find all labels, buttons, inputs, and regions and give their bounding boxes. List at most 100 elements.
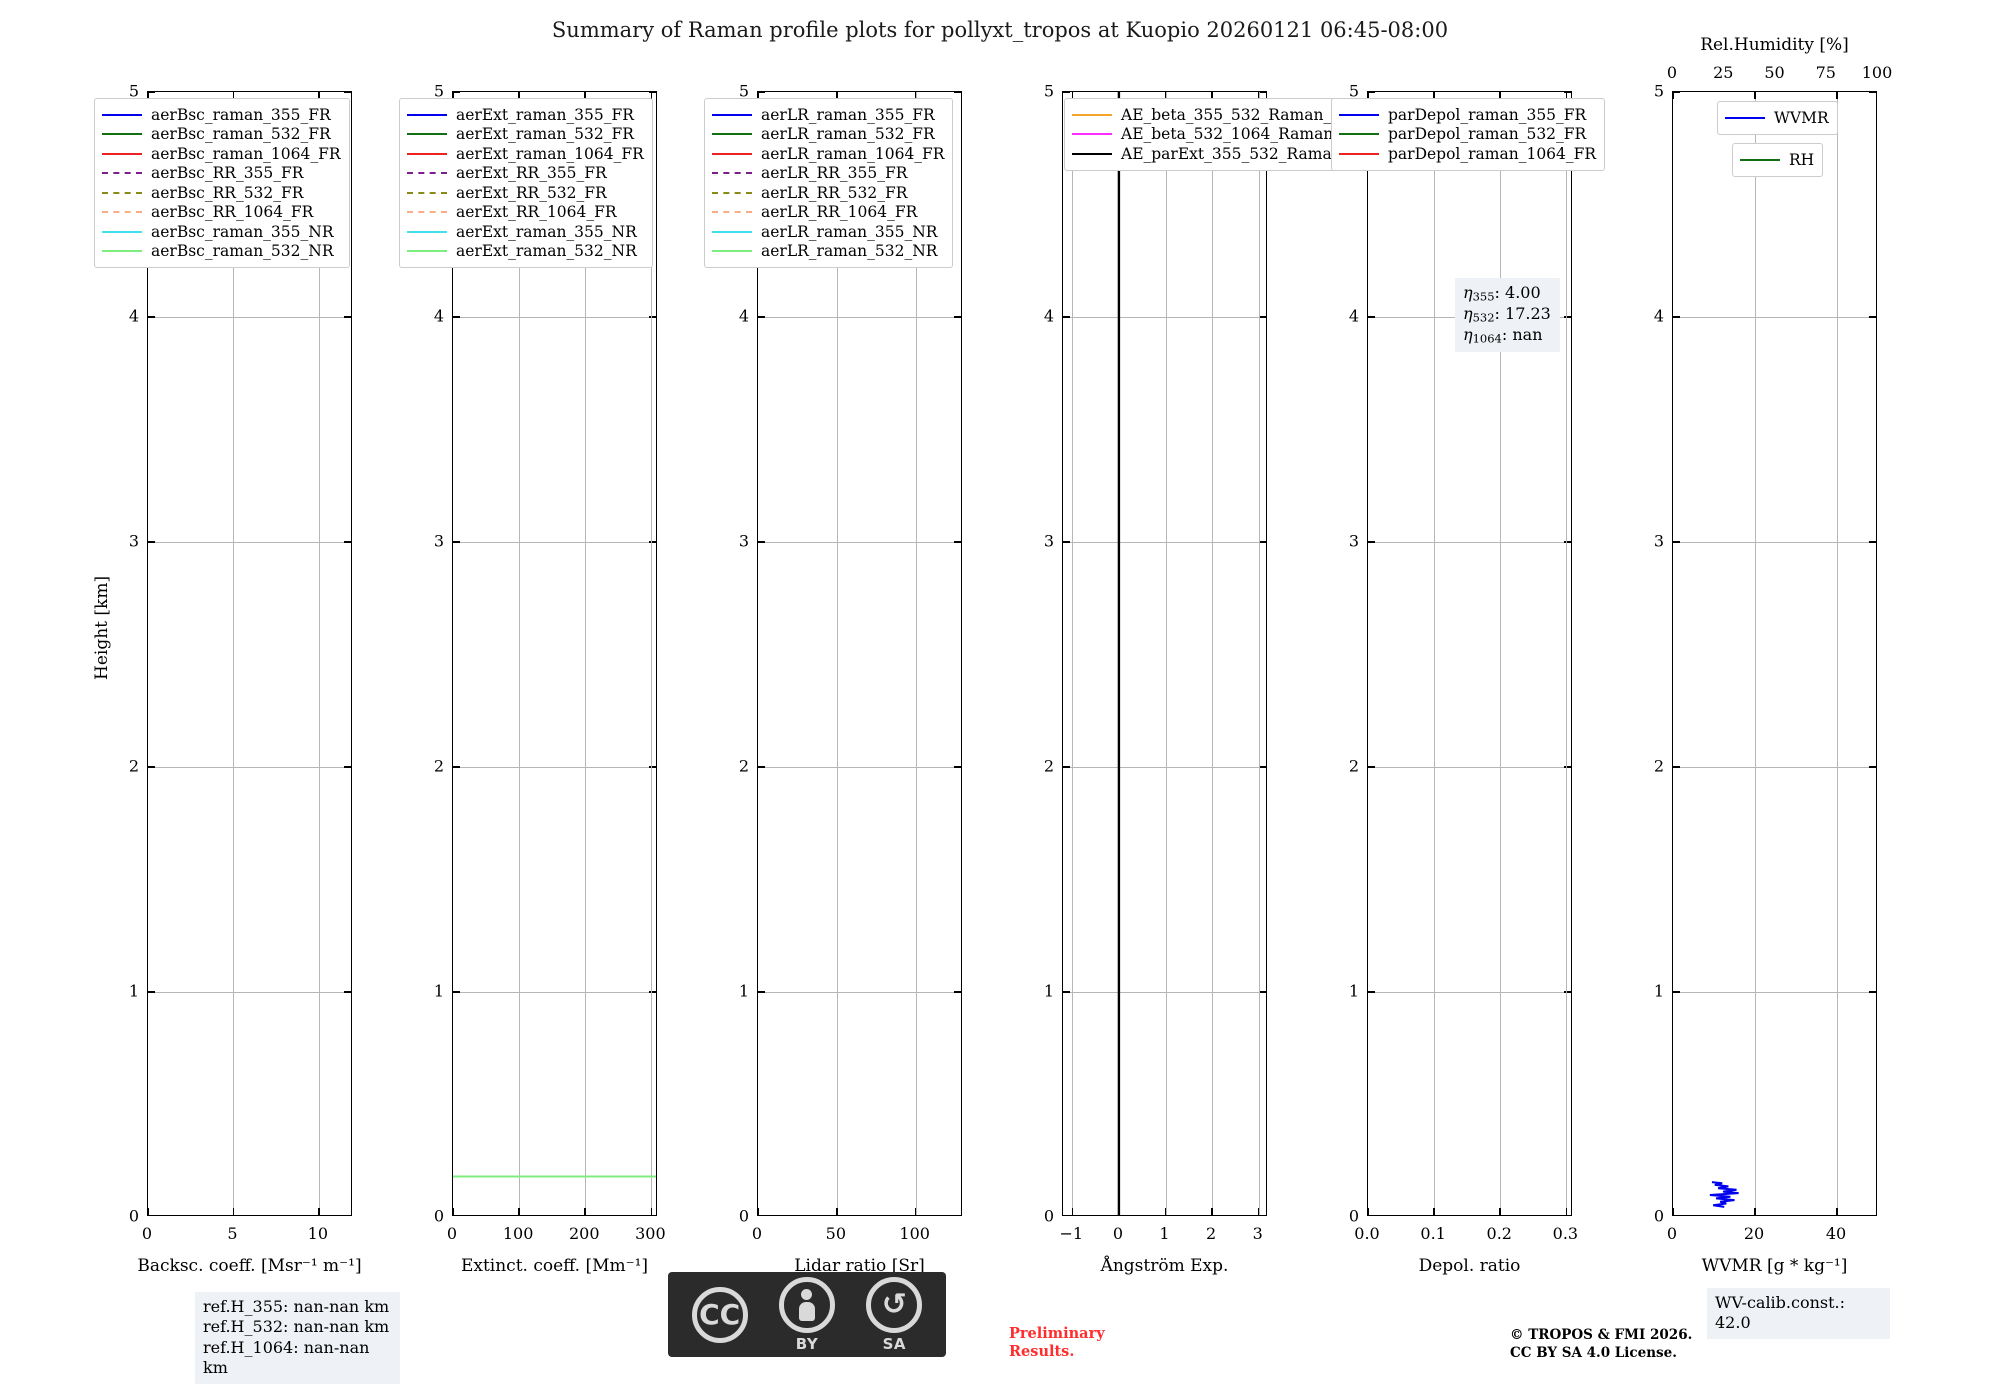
legend-backscatter[interactable]: aerBsc_raman_355_FR aerBsc_raman_532_FR ae… xyxy=(94,98,350,268)
x-axis-tick xyxy=(1164,92,1167,99)
legend-item[interactable]: aerExt_RR_1064_FR xyxy=(407,203,644,223)
legend-extinction[interactable]: aerExt_raman_355_FR aerExt_raman_532_FR ae… xyxy=(399,98,653,268)
legend-item[interactable]: aerLR_raman_1064_FR xyxy=(712,144,944,164)
x-axis-tick xyxy=(1164,1208,1167,1215)
y-axis-tick xyxy=(344,766,351,768)
y-axis-tick xyxy=(1673,92,1680,93)
plot-panel-lidar-ratio xyxy=(757,91,962,1216)
ref-height-355: ref.H_355: nan-nan km xyxy=(203,1297,390,1316)
gridline-horizontal xyxy=(1063,992,1266,993)
copyright-note: © TROPOS & FMI 2026. CC BY SA 4.0 Licens… xyxy=(1510,1327,1692,1362)
legend-item-label: aerLR_raman_1064_FR xyxy=(761,144,945,163)
legend-item[interactable]: aerLR_raman_532_NR xyxy=(712,242,944,262)
legend-color-swatch xyxy=(1725,112,1765,124)
top-x-tick-label: 50 xyxy=(1764,63,1785,82)
legend-item[interactable]: aerBsc_raman_1064_FR xyxy=(102,144,341,164)
x-axis-tick xyxy=(1433,92,1435,99)
x-axis-tick xyxy=(1368,92,1369,99)
x-axis-tick xyxy=(914,92,917,99)
legend-item[interactable]: aerLR_raman_355_FR xyxy=(712,105,944,125)
legend-item[interactable]: parDepol_raman_532_FR xyxy=(1339,125,1596,145)
legend-item[interactable]: aerLR_RR_532_FR xyxy=(712,183,944,203)
legend-item-label: aerBsc_raman_355_NR xyxy=(151,222,334,241)
x-axis-tick xyxy=(584,1208,587,1215)
y-axis-tick xyxy=(1564,316,1571,318)
x-axis-tick xyxy=(1071,92,1074,99)
legend-item-label: aerExt_raman_1064_FR xyxy=(456,144,644,163)
legend-item-label: aerBsc_raman_1064_FR xyxy=(151,144,341,163)
creative-commons-badge[interactable]: CC BY ↺ SA xyxy=(668,1272,946,1357)
data-curve-WVMR xyxy=(1709,1181,1739,1208)
plot-panel-wvmr xyxy=(1672,91,1877,1216)
legend-depol-ratio[interactable]: parDepol_raman_355_FR parDepol_raman_532_… xyxy=(1331,98,1606,171)
y-axis-tick xyxy=(649,766,656,768)
gridline-horizontal xyxy=(1063,542,1266,543)
legend-item[interactable]: aerBsc_raman_532_NR xyxy=(102,242,341,262)
legend-item[interactable]: aerExt_raman_1064_FR xyxy=(407,144,644,164)
legend-item[interactable]: aerExt_raman_355_FR xyxy=(407,105,644,125)
y-tick-label: 3 xyxy=(738,531,749,551)
legend-item[interactable]: parDepol_raman_1064_FR xyxy=(1339,144,1596,164)
cc-by-item: BY xyxy=(778,1276,835,1353)
legend-item[interactable]: aerBsc_raman_355_FR xyxy=(102,105,341,125)
legend-item-label: AE_beta_532_1064_Raman_FR xyxy=(1121,125,1364,144)
gridline-vertical xyxy=(233,92,235,1215)
gridline-horizontal xyxy=(758,992,961,993)
legend-lidar-ratio[interactable]: aerLR_raman_355_FR aerLR_raman_532_FR aerL… xyxy=(704,98,954,268)
legend-item[interactable]: aerLR_raman_355_NR xyxy=(712,222,944,242)
legend-item-label: aerExt_RR_532_FR xyxy=(456,183,607,202)
legend-item[interactable]: aerBsc_RR_355_FR xyxy=(102,164,341,184)
legend-item[interactable]: aerBsc_raman_355_NR xyxy=(102,222,341,242)
y-axis-tick xyxy=(1259,92,1266,93)
x-axis-tick xyxy=(1211,1208,1213,1215)
legend-item[interactable]: WVMR xyxy=(1725,108,1829,128)
y-tick-label: 2 xyxy=(738,756,749,776)
legend-item-label: RH xyxy=(1789,150,1815,169)
legend-item[interactable]: aerBsc_RR_1064_FR xyxy=(102,203,341,223)
legend-item[interactable]: aerExt_raman_532_FR xyxy=(407,125,644,145)
legend-item[interactable]: aerExt_raman_355_NR xyxy=(407,222,644,242)
y-axis-tick xyxy=(344,991,351,993)
legend-item[interactable]: AE_beta_355_532_Raman_FR xyxy=(1072,105,1372,125)
legend-item[interactable]: aerExt_RR_532_FR xyxy=(407,183,644,203)
legend-item-label: AE_beta_355_532_Raman_FR xyxy=(1121,105,1354,124)
y-axis-tick xyxy=(1673,541,1680,543)
legend-color-swatch xyxy=(102,187,142,199)
gridline-vertical xyxy=(519,92,521,1215)
legend-item[interactable]: aerLR_raman_532_FR xyxy=(712,125,944,145)
x-axis-tick xyxy=(1565,92,1568,99)
legend-item[interactable]: aerBsc_RR_532_FR xyxy=(102,183,341,203)
legend-color-swatch xyxy=(102,226,142,238)
legend-item[interactable]: AE_beta_532_1064_Raman_FR xyxy=(1072,125,1372,145)
x-axis-tick xyxy=(1673,92,1674,99)
legend-item[interactable]: aerExt_RR_355_FR xyxy=(407,164,644,184)
x-axis-label-wvmr: WVMR [g * kg⁻¹] xyxy=(1701,1256,1848,1276)
legend-color-swatch xyxy=(1339,109,1379,121)
y-tick-label: 1 xyxy=(1653,981,1664,1001)
y-axis-tick xyxy=(344,316,351,318)
legend-item[interactable]: aerBsc_raman_532_FR xyxy=(102,125,341,145)
legend-item[interactable]: AE_parExt_355_532_Raman_FR xyxy=(1072,144,1372,164)
plot-panel-extinction xyxy=(452,91,657,1216)
legend-item[interactable]: aerLR_RR_355_FR xyxy=(712,164,944,184)
legend-item-label: aerExt_raman_532_FR xyxy=(456,125,634,144)
x-tick-label: 0 xyxy=(1666,1224,1678,1243)
plot-area-extinction xyxy=(452,91,657,1216)
legend-color-swatch xyxy=(102,245,142,257)
legend-item[interactable]: aerLR_RR_1064_FR xyxy=(712,203,944,223)
x-tick-label: 100 xyxy=(502,1224,534,1243)
gridline-vertical xyxy=(1500,92,1502,1215)
y-tick-label: 4 xyxy=(1043,306,1054,326)
page-title: Summary of Raman profile plots for polly… xyxy=(551,18,1449,42)
x-tick-label: 50 xyxy=(825,1224,847,1243)
gridline-vertical xyxy=(915,92,917,1215)
gridline-vertical xyxy=(1072,92,1074,1215)
legend-item[interactable]: RH xyxy=(1740,150,1814,170)
top-axis-label: Rel.Humidity [%] xyxy=(1700,35,1849,55)
x-axis-tick xyxy=(1071,1208,1074,1215)
legend-wvmr-rh[interactable]: RH xyxy=(1732,143,1824,177)
legend-item[interactable]: parDepol_raman_355_FR xyxy=(1339,105,1596,125)
legend-item[interactable]: aerExt_raman_532_NR xyxy=(407,242,644,262)
legend-wvmr[interactable]: WVMR xyxy=(1717,101,1838,135)
gridline-horizontal xyxy=(453,992,656,993)
